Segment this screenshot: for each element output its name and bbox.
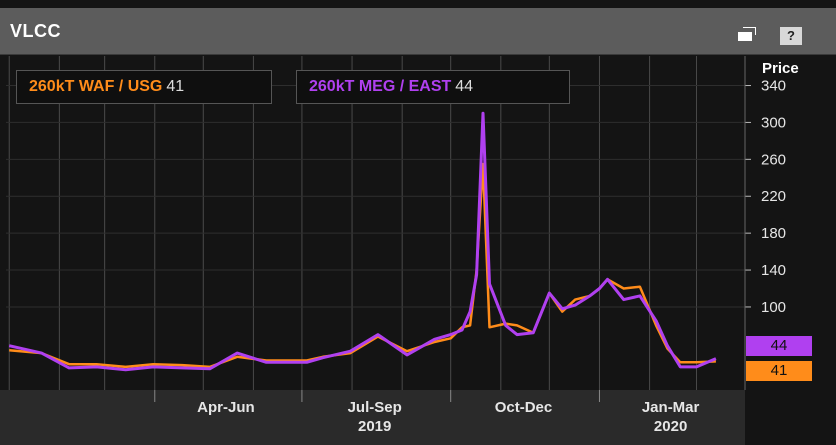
legend-item-waf[interactable]: 260kT WAF / USG 41 xyxy=(16,70,272,104)
help-icon[interactable]: ? xyxy=(780,27,802,45)
series-line-meg-east xyxy=(8,111,717,372)
price-axis-label: Price xyxy=(762,60,799,77)
y-tick-label: 300 xyxy=(761,114,786,131)
title-bar: VLCC ? xyxy=(0,8,836,55)
legend-label-waf: 260kT WAF / USG xyxy=(29,78,163,95)
y-tick-label: 180 xyxy=(761,225,786,242)
legend-label-meg: 260kT MEG / EAST xyxy=(309,78,452,95)
x-tick-label: Apr-Jun xyxy=(197,399,255,416)
last-value-tag-waf: 41 xyxy=(746,361,812,381)
y-tick-label: 100 xyxy=(761,299,786,316)
x-year-label: 2020 xyxy=(654,418,687,435)
x-tick-label: Jan-Mar xyxy=(642,399,700,416)
series-line-waf-usg xyxy=(9,162,716,369)
x-axis-corner xyxy=(745,390,836,445)
x-tick-label: Oct-Dec xyxy=(495,399,553,416)
y-tick-label: 220 xyxy=(761,188,786,205)
restore-window-icon[interactable] xyxy=(738,27,756,41)
y-tick-label: 140 xyxy=(761,262,786,279)
legend-value-waf: 41 xyxy=(166,78,185,95)
plot-area xyxy=(6,56,745,390)
x-year-label: 2019 xyxy=(358,418,391,435)
legend-item-meg[interactable]: 260kT MEG / EAST 44 xyxy=(296,70,570,104)
panel-title: VLCC xyxy=(10,21,61,41)
y-tick-label: 260 xyxy=(761,151,786,168)
y-tick-label: 340 xyxy=(761,78,786,95)
x-axis-band xyxy=(0,390,836,445)
legend-value-meg: 44 xyxy=(455,78,474,95)
last-value-tag-meg: 44 xyxy=(746,336,812,356)
x-tick-label: Jul-Sep xyxy=(348,399,402,416)
